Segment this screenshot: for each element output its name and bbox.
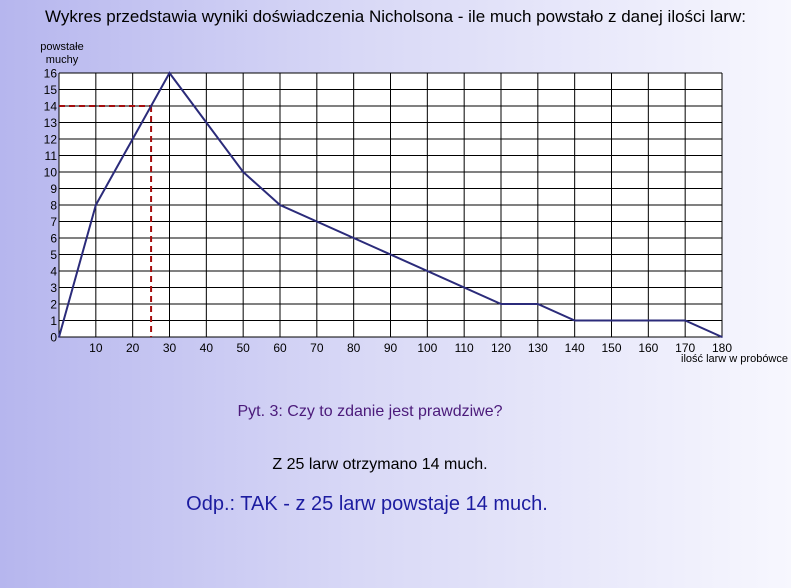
x-tick-label: 170 bbox=[675, 341, 695, 355]
x-tick-label: 60 bbox=[273, 341, 287, 355]
x-tick-label: 20 bbox=[126, 341, 140, 355]
data-point bbox=[721, 336, 723, 338]
page-title: Wykres przedstawia wyniki doświadczenia … bbox=[45, 7, 746, 26]
data-point bbox=[279, 204, 281, 206]
x-tick-label: 40 bbox=[200, 341, 214, 355]
x-tick-label: 80 bbox=[347, 341, 361, 355]
y-tick-label: 0 bbox=[50, 331, 57, 345]
y-tick-label: 13 bbox=[44, 116, 58, 130]
y-tick-label: 10 bbox=[44, 166, 58, 180]
y-tick-label: 7 bbox=[50, 215, 57, 229]
y-tick-label: 1 bbox=[50, 314, 57, 328]
x-tick-label: 110 bbox=[455, 341, 474, 355]
data-point bbox=[168, 72, 171, 74]
y-tick-label: 15 bbox=[44, 83, 58, 97]
data-point bbox=[205, 121, 208, 124]
data-point bbox=[500, 303, 502, 305]
x-tick-label: 30 bbox=[163, 341, 177, 355]
y-tick-label: 12 bbox=[44, 133, 58, 147]
y-tick-label: 3 bbox=[50, 281, 57, 295]
y-tick-label: 11 bbox=[45, 149, 58, 163]
y-tick-label: 2 bbox=[50, 298, 57, 312]
x-tick-label: 120 bbox=[491, 341, 511, 355]
data-point bbox=[58, 336, 60, 338]
y-tick-label: 16 bbox=[44, 67, 58, 81]
data-point bbox=[242, 171, 244, 173]
data-point bbox=[537, 303, 539, 305]
x-axis-label: ilość larw w probówce bbox=[681, 353, 788, 365]
statement-text: Z 25 larw otrzymano 14 much. bbox=[272, 456, 488, 473]
x-tick-label: 100 bbox=[417, 341, 437, 355]
x-tick-label: 70 bbox=[310, 341, 324, 355]
y-tick-label: 6 bbox=[50, 232, 57, 246]
guide-lines bbox=[59, 105, 153, 337]
x-tick-label: 150 bbox=[601, 341, 621, 355]
x-tick-label: 10 bbox=[89, 341, 103, 355]
data-point bbox=[95, 204, 97, 206]
x-tick-label: 180 bbox=[712, 341, 732, 355]
question-text: Pyt. 3: Czy to zdanie jest prawdziwe? bbox=[237, 403, 503, 420]
y-tick-label: 8 bbox=[50, 199, 57, 213]
x-tick-label: 50 bbox=[236, 341, 250, 355]
y-tick-label: 4 bbox=[50, 265, 57, 279]
data-point bbox=[573, 319, 576, 322]
x-tick-label: 140 bbox=[565, 341, 585, 355]
chart-grid bbox=[58, 72, 723, 338]
y-axis-label: muchy bbox=[46, 54, 79, 66]
y-tick-label: 14 bbox=[44, 100, 58, 114]
series-layer bbox=[58, 71, 723, 338]
x-tick-label: 160 bbox=[638, 341, 658, 355]
x-tick-label: 90 bbox=[384, 341, 398, 355]
data-point bbox=[684, 319, 686, 322]
x-tick-label: 130 bbox=[528, 341, 548, 355]
y-axis-label: powstałe bbox=[40, 41, 83, 53]
y-tick-label: 5 bbox=[50, 248, 57, 262]
y-tick-label: 9 bbox=[50, 182, 57, 196]
answer-text: Odp.: TAK - z 25 larw powstaje 14 much. bbox=[186, 493, 548, 515]
x-tick-labels: 10 20 30 40 50 60 70 80 90 100 110 120 130 140 150 160 1… bbox=[89, 341, 732, 355]
